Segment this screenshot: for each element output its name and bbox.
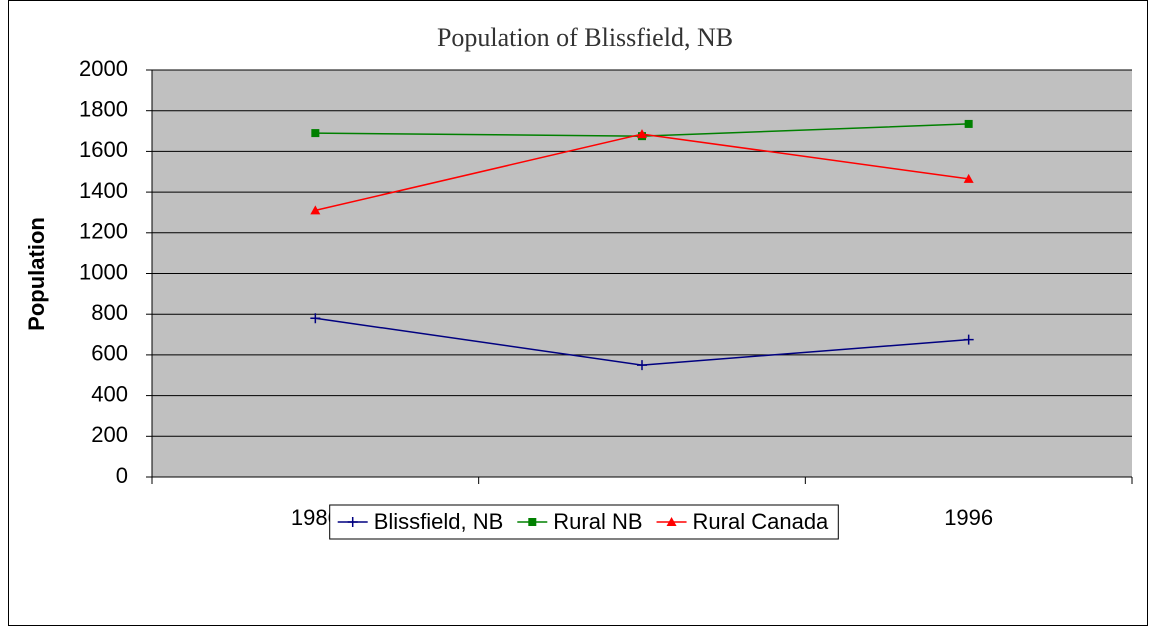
y-tick-label: 1600 [79,137,128,162]
legend-item: Rural Canada [656,509,830,534]
legend-label: Rural NB [553,509,642,534]
marker [528,518,537,526]
chart-title: Population of Blissfield, NB [437,23,733,52]
y-tick-label: 0 [116,463,128,488]
y-tick-label: 800 [91,300,128,325]
marker [666,517,677,526]
marker [964,119,973,128]
y-tick-label: 600 [91,341,128,366]
y-tick-label: 400 [91,381,128,406]
y-tick-label: 1200 [79,219,128,244]
y-axis-label: Population [24,217,49,331]
legend-item: Blissfield, NB [337,509,504,534]
y-tick-label: 2000 [79,56,128,81]
marker [310,313,321,324]
legend-item: Rural NB [517,509,643,534]
y-tick-label: 1000 [79,259,128,284]
y-tick-label: 200 [91,422,128,447]
legend: Blissfield, NB Rural NB Rural Canada [329,504,839,540]
y-tick-label: 1400 [79,178,128,203]
legend-label: Blissfield, NB [374,509,504,534]
marker [347,517,358,527]
marker [637,360,647,371]
marker [637,129,647,139]
y-tick-label: 1800 [79,97,128,122]
marker [310,205,321,215]
legend-box [329,504,839,540]
marker [963,334,974,345]
legend-label: Rural Canada [693,509,830,534]
marker [311,129,320,138]
x-tick-label: 1996 [944,505,993,530]
marker [963,173,974,183]
